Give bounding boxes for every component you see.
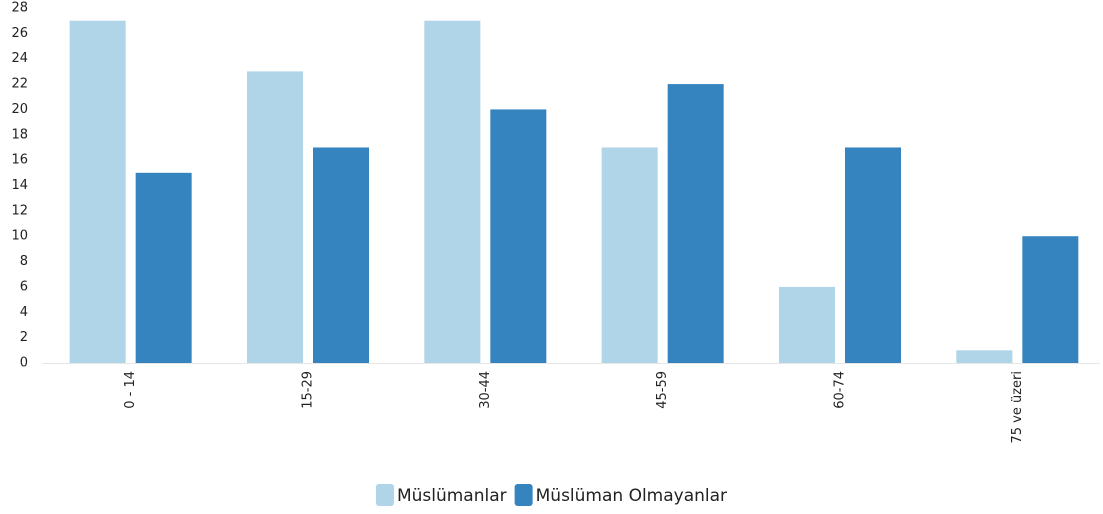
y-tick-label: 4 <box>20 305 28 320</box>
y-tick-label: 22 <box>11 77 28 92</box>
y-tick-label: 0 <box>20 356 28 371</box>
y-tick-label: 18 <box>11 127 28 142</box>
y-tick-label: 6 <box>20 279 28 294</box>
bar <box>779 286 835 363</box>
y-tick-label: 20 <box>11 102 28 117</box>
y-tick-label: 12 <box>11 203 28 218</box>
y-tick-label: 16 <box>11 153 28 168</box>
legend-label: Müslümanlar <box>397 486 507 506</box>
y-tick-label: 28 <box>11 1 28 16</box>
x-tick-label: 15-29 <box>301 371 316 409</box>
x-tick-label: 0 - 14 <box>123 371 138 409</box>
bar <box>845 147 901 363</box>
bar <box>601 147 658 363</box>
legend-label: Müslüman Olmayanlar <box>536 486 727 506</box>
x-tick-label: 45-59 <box>655 371 670 409</box>
y-tick-label: 26 <box>11 26 28 41</box>
bar <box>424 20 481 364</box>
legend-swatch <box>514 484 533 506</box>
bar <box>247 71 303 364</box>
x-tick-label: 30-44 <box>478 371 493 409</box>
bar <box>135 172 192 363</box>
bar <box>313 147 369 363</box>
x-tick-label: 75 ve üzeri <box>1010 371 1025 444</box>
bar <box>667 84 724 364</box>
bar <box>1022 236 1079 363</box>
legend: Müslümanlar Müslüman Olmayanlar <box>375 484 727 506</box>
bar <box>956 350 1013 363</box>
legend-swatch <box>375 484 394 506</box>
x-tick-label: 60-74 <box>833 371 848 409</box>
bar <box>490 109 547 363</box>
y-tick-label: 14 <box>11 178 28 193</box>
bar <box>69 20 126 364</box>
y-tick-label: 10 <box>11 229 28 244</box>
y-tick-label: 8 <box>20 254 28 269</box>
y-tick-label: 2 <box>20 330 28 345</box>
y-tick-label: 24 <box>11 51 28 66</box>
